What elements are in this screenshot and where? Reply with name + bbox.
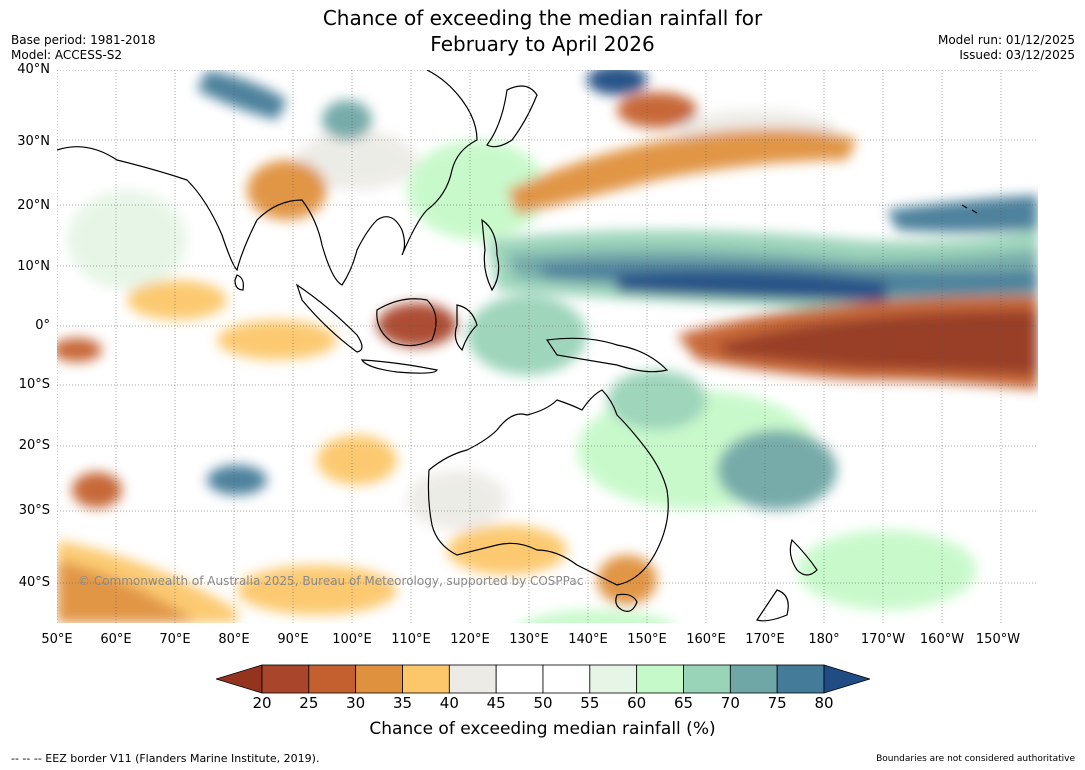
lon-label-160e: 160°E bbox=[686, 632, 726, 647]
colorbar-tick-label: 35 bbox=[392, 694, 413, 712]
new-guinea-outline bbox=[545, 337, 669, 373]
colorbar-high-extend bbox=[823, 664, 870, 694]
sri-lanka-outline bbox=[234, 274, 244, 291]
colorbar-label: Chance of exceeding median rainfall (%) bbox=[369, 719, 716, 739]
lon-label-170w: 170°W bbox=[860, 632, 906, 647]
lon-label-180: 180° bbox=[808, 632, 840, 647]
colorbar-cell bbox=[402, 664, 450, 694]
colorbar-tick-label: 45 bbox=[486, 694, 506, 712]
colorbar-cell bbox=[448, 664, 497, 694]
new-zealand-south-outline bbox=[756, 589, 789, 622]
colorbar-tick-label: 30 bbox=[346, 694, 366, 712]
philippines-outline bbox=[481, 218, 500, 292]
colorbar-tick-label: 60 bbox=[627, 694, 647, 712]
boundary-disclaimer: Boundaries are not considered authoritat… bbox=[876, 754, 1075, 764]
eez-border-note: -- -- -- EEZ border V11 (Flanders Marine… bbox=[11, 752, 320, 765]
colorbar-tick-label: 65 bbox=[673, 694, 694, 712]
colorbar-tick-label: 25 bbox=[299, 694, 319, 712]
colorbar-tick-label: 75 bbox=[767, 694, 787, 712]
colorbar-cell bbox=[542, 664, 591, 694]
model-name: Model: ACCESS-S2 bbox=[11, 48, 123, 62]
borneo-outline bbox=[376, 298, 437, 347]
title-line-2: February to April 2026 bbox=[430, 32, 655, 56]
colorbar-tick-label: 80 bbox=[814, 694, 834, 712]
colorbar-cell bbox=[355, 664, 403, 694]
colorbar-tick-label: 50 bbox=[533, 694, 553, 712]
australia-outline bbox=[427, 389, 669, 586]
lon-label-150e: 150°E bbox=[627, 632, 667, 647]
colorbar-cell bbox=[495, 664, 544, 694]
tasmania-outline bbox=[615, 593, 638, 612]
title-line-1: Chance of exceeding the median rainfall … bbox=[322, 6, 763, 30]
colorbar-cell bbox=[308, 664, 357, 694]
rainfall-anomaly-fields bbox=[57, 70, 1038, 623]
lat-label-0: 0° bbox=[35, 318, 50, 333]
lat-label-10s: 10°S bbox=[18, 377, 50, 392]
meta-left: Base period: 1981-2018 Model: ACCESS-S2 bbox=[11, 33, 156, 63]
colorbar-tick-label: 40 bbox=[439, 694, 459, 712]
lon-label-90e: 90°E bbox=[277, 632, 309, 647]
colorbar-cell bbox=[776, 664, 825, 694]
base-period: Base period: 1981-2018 bbox=[11, 33, 156, 47]
gridlines bbox=[57, 70, 1038, 623]
lon-label-100e: 100°E bbox=[332, 632, 372, 647]
model-run: Model run: 01/12/2025 bbox=[937, 33, 1075, 47]
lat-label-30n: 30°N bbox=[17, 134, 50, 149]
lat-label-30s: 30°S bbox=[18, 503, 50, 518]
hawaii-outline bbox=[961, 204, 978, 214]
lon-label-110e: 110°E bbox=[391, 632, 431, 647]
rainfall-map bbox=[57, 70, 1038, 623]
lon-label-140e: 140°E bbox=[568, 632, 608, 647]
lon-label-50e: 50°E bbox=[41, 632, 73, 647]
colorbar-tick-label: 20 bbox=[252, 694, 272, 712]
japan-outline bbox=[486, 85, 538, 148]
lat-label-20s: 20°S bbox=[18, 438, 50, 453]
issued-date: Issued: 03/12/2025 bbox=[959, 48, 1075, 62]
colorbar-cell bbox=[683, 664, 731, 694]
colorbar bbox=[216, 664, 870, 694]
colorbar-cell bbox=[636, 664, 684, 694]
lat-label-20n: 20°N bbox=[17, 198, 50, 213]
copyright-note: © Commonwealth of Australia 2025, Bureau… bbox=[78, 574, 584, 588]
colorbar-cell bbox=[261, 664, 310, 694]
meta-right: Model run: 01/12/2025 Issued: 03/12/2025 bbox=[938, 33, 1075, 63]
colorbar-tick-label: 55 bbox=[580, 694, 600, 712]
new-zealand-north-outline bbox=[789, 538, 818, 576]
lon-label-120e: 120°E bbox=[450, 632, 490, 647]
lat-label-10n: 10°N bbox=[17, 259, 50, 274]
lon-label-70e: 70°E bbox=[159, 632, 191, 647]
map-title: Chance of exceeding the median rainfall … bbox=[0, 5, 1085, 57]
lon-label-130e: 130°E bbox=[509, 632, 549, 647]
sulawesi-outline bbox=[454, 304, 478, 352]
lat-label-40n: 40°N bbox=[17, 62, 50, 77]
java-outline bbox=[360, 359, 438, 374]
lat-label-40s: 40°S bbox=[18, 575, 50, 590]
lon-label-160w: 160°W bbox=[919, 632, 965, 647]
colorbar-low-extend bbox=[216, 664, 263, 694]
lon-label-150w: 150°W bbox=[975, 632, 1021, 647]
asia-mainland-outline bbox=[57, 70, 478, 286]
colorbar-cell bbox=[729, 664, 778, 694]
lon-label-170e: 170°E bbox=[745, 632, 785, 647]
lon-label-80e: 80°E bbox=[218, 632, 250, 647]
colorbar-cell bbox=[589, 664, 638, 694]
lon-label-60e: 60°E bbox=[100, 632, 132, 647]
coastlines bbox=[57, 70, 978, 622]
sumatra-outline bbox=[295, 283, 363, 353]
colorbar-cells bbox=[261, 664, 825, 694]
colorbar-tick-label: 70 bbox=[720, 694, 740, 712]
